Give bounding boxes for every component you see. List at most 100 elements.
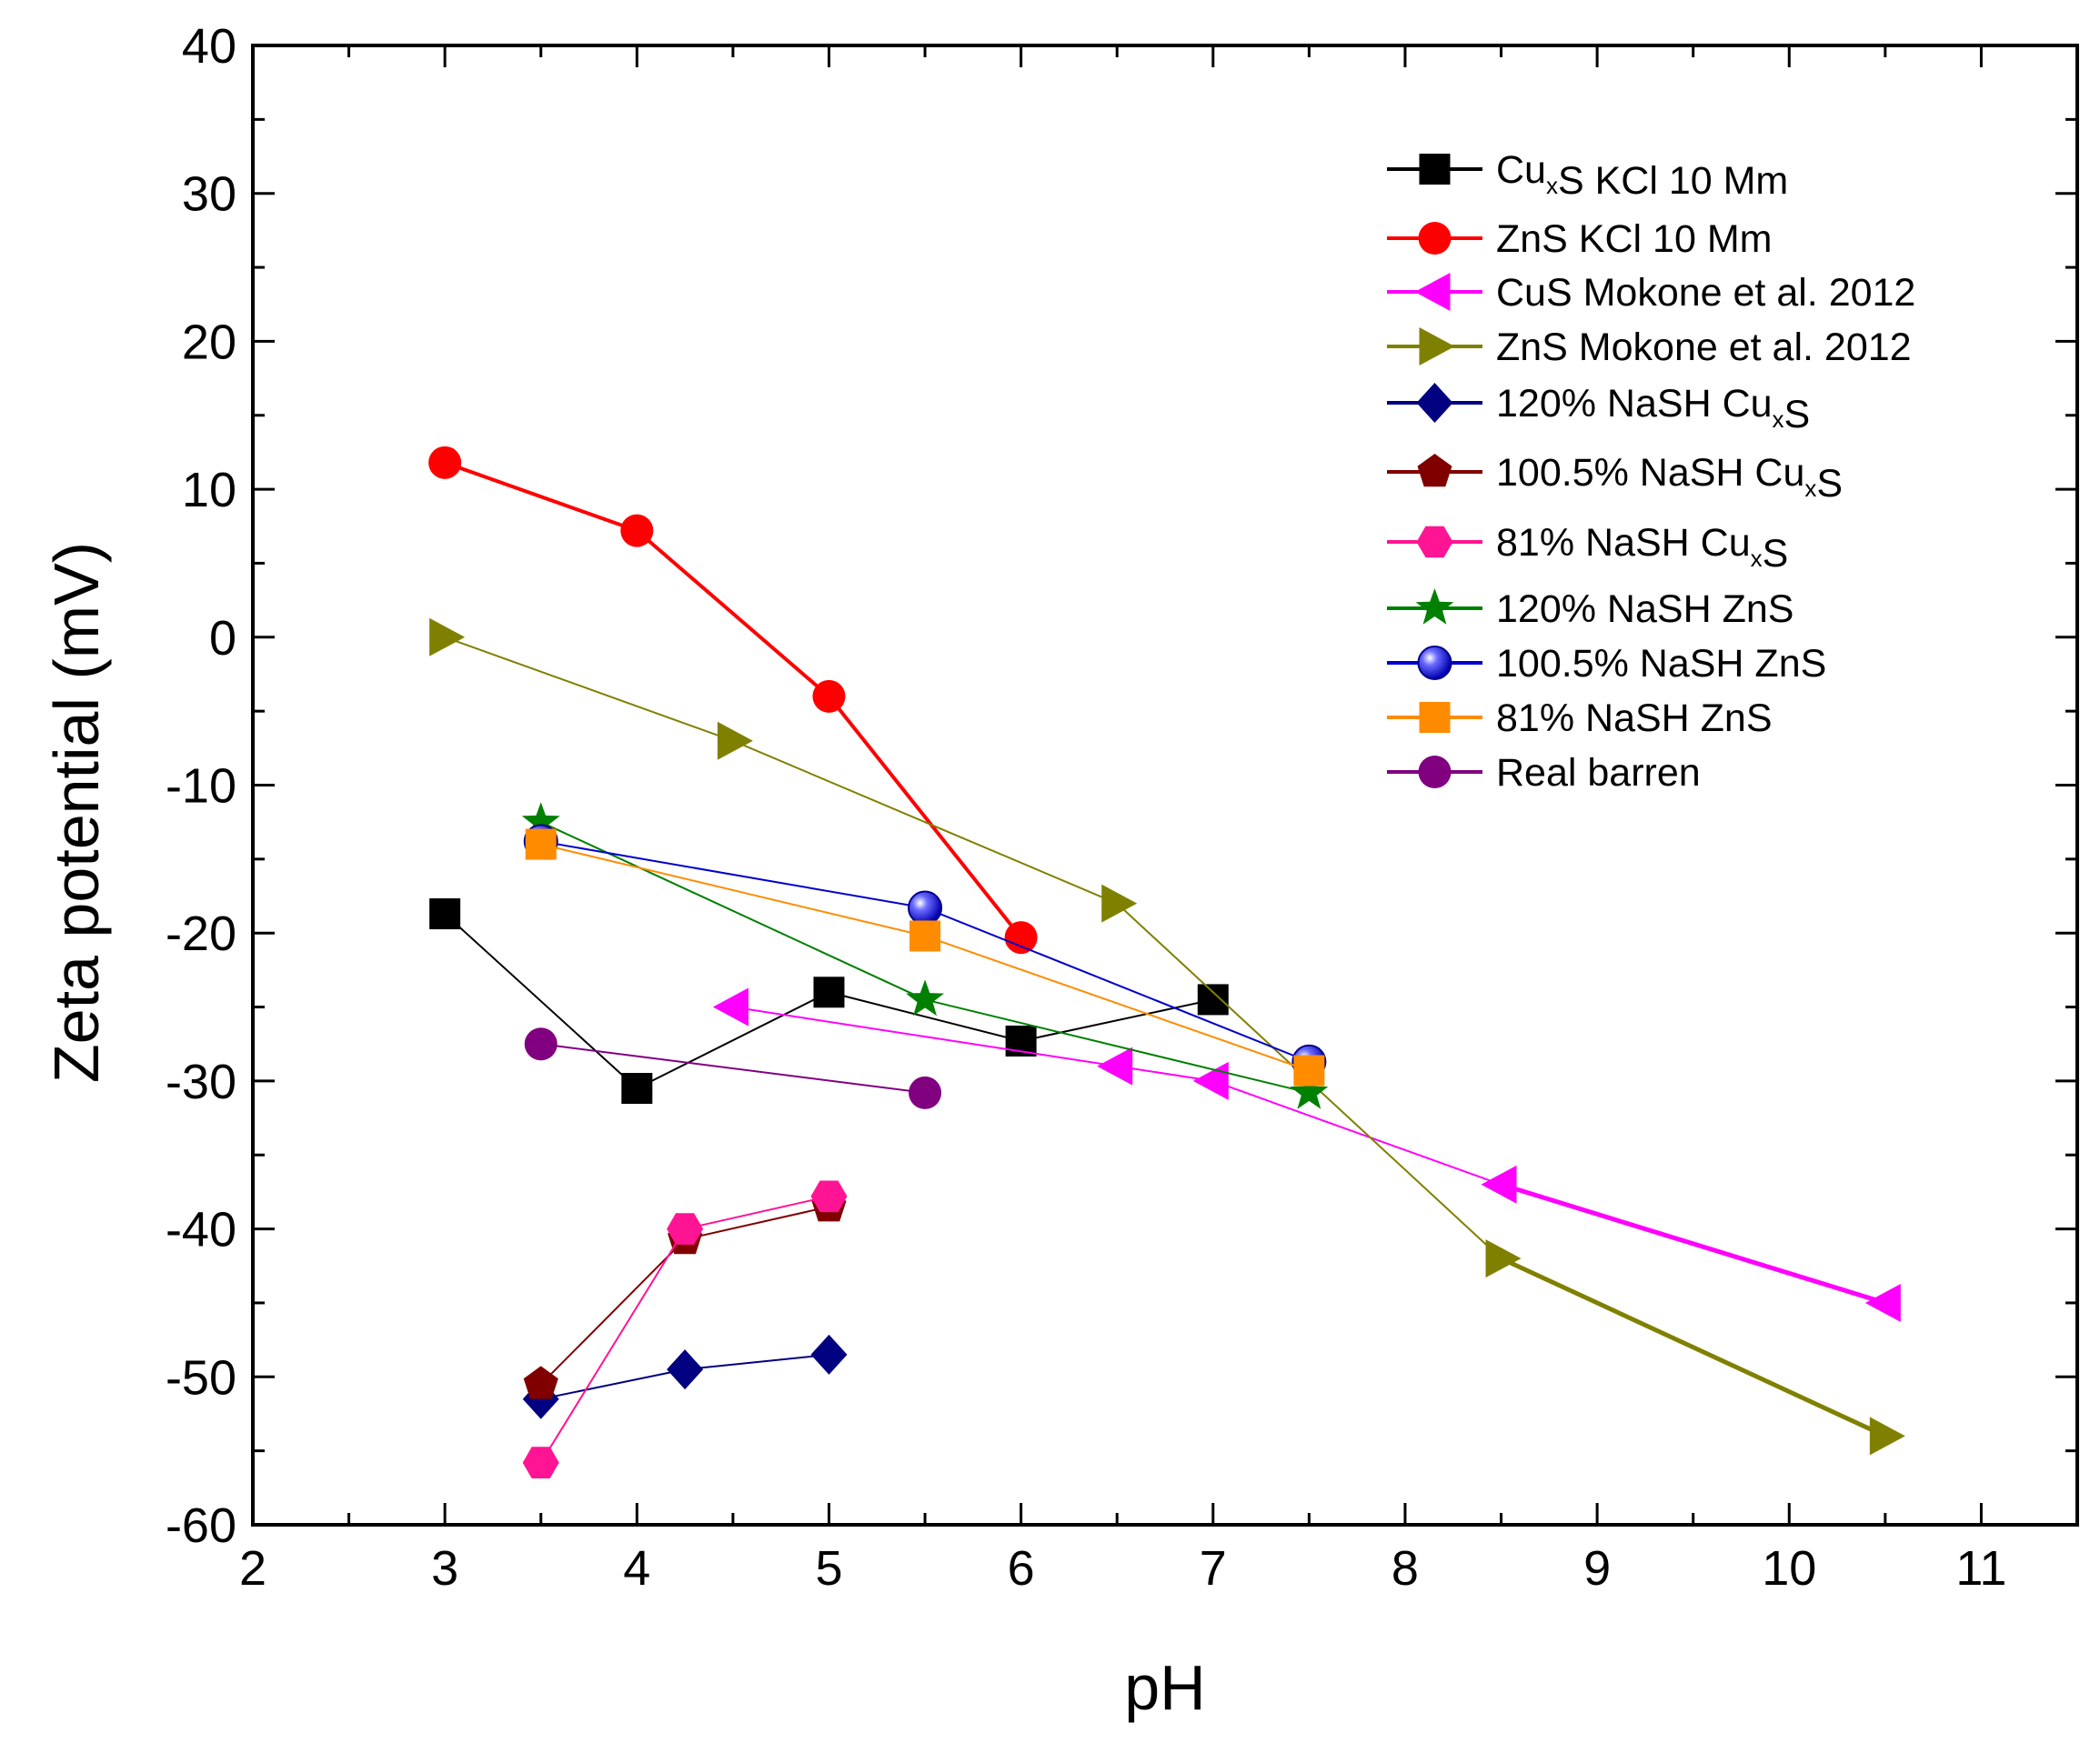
series-9 <box>523 824 1327 1079</box>
series-line <box>828 991 1022 1042</box>
data-point <box>906 979 944 1017</box>
legend-label: Real barren <box>1496 751 1701 795</box>
y-tick-label: -60 <box>166 1498 236 1553</box>
series-line <box>539 1237 687 1386</box>
legend-marker <box>1414 273 1451 311</box>
legend-item: 120% NaSH CuxS <box>1387 382 1810 436</box>
data-point <box>1485 1239 1522 1278</box>
y-axis-label: Zeta potential (mV) <box>41 542 112 1083</box>
series-line <box>684 1353 830 1371</box>
series-4 <box>429 617 1905 1456</box>
series-line <box>539 843 927 937</box>
data-point <box>909 920 941 952</box>
data-point <box>908 890 943 926</box>
x-tick-label: 11 <box>1955 1541 2006 1596</box>
series-line <box>444 913 638 1090</box>
series-line <box>539 1227 687 1464</box>
legend-marker <box>1417 454 1452 487</box>
data-point <box>1097 1047 1133 1086</box>
data-point <box>667 1213 704 1245</box>
data-point <box>1192 1061 1229 1100</box>
legend-marker <box>1415 588 1454 625</box>
legend-item: CuS Mokone et al. 2012 <box>1387 271 1915 315</box>
data-point <box>812 679 846 713</box>
legend-item: Real barren <box>1387 751 1701 795</box>
x-tick-label: 8 <box>1392 1541 1419 1596</box>
x-tick-label: 6 <box>1008 1541 1035 1596</box>
legend-marker <box>1418 756 1452 788</box>
data-point <box>712 987 749 1027</box>
y-tick-label: 30 <box>182 167 236 222</box>
legend-label: CuxS KCl 10 Mm <box>1496 148 1788 203</box>
series-line <box>539 1043 927 1094</box>
series-line <box>1116 1065 1214 1082</box>
y-tick-label: 0 <box>209 611 236 666</box>
data-point <box>1864 1283 1901 1322</box>
data-point <box>1004 921 1038 955</box>
legend-item: 120% NaSH ZnS <box>1387 587 1794 631</box>
data-point <box>1869 1417 1905 1456</box>
series-line <box>636 991 830 1090</box>
data-point <box>1481 1165 1517 1204</box>
legend-marker <box>1419 154 1451 185</box>
x-tick-label: 3 <box>431 1541 458 1596</box>
series-line <box>444 636 734 742</box>
data-point <box>429 898 461 930</box>
legend-label: 120% NaSH ZnS <box>1496 587 1794 631</box>
series-line <box>731 1006 1119 1067</box>
legend-marker <box>1416 526 1453 558</box>
legend-label: 120% NaSH CuxS <box>1496 382 1810 436</box>
x-tick-label: 10 <box>1762 1541 1816 1596</box>
series-line <box>1211 1079 1502 1186</box>
data-point <box>810 1334 848 1375</box>
series-line <box>539 1368 687 1400</box>
data-point <box>1197 984 1229 1016</box>
legend-label: ZnS KCl 10 Mm <box>1496 217 1772 261</box>
legend-item: ZnS KCl 10 Mm <box>1387 217 1772 261</box>
data-point <box>522 1447 559 1478</box>
plot-frame <box>251 44 2079 1527</box>
x-tick-label: 2 <box>239 1541 266 1596</box>
legend-label: 100.5% NaSH CuxS <box>1496 451 1843 506</box>
legend-marker <box>1419 327 1455 366</box>
y-tick-label: -50 <box>166 1350 236 1405</box>
data-point <box>667 1349 704 1390</box>
legend-marker <box>1418 222 1452 255</box>
y-tick-label: -10 <box>166 759 236 814</box>
legend-item: 81% NaSH ZnS <box>1387 696 1773 740</box>
y-tick-label: -40 <box>166 1203 236 1257</box>
series-1 <box>429 898 1229 1105</box>
series-3 <box>712 987 1901 1322</box>
legend-item: ZnS Mokone et al. 2012 <box>1387 326 1912 369</box>
y-tick-label: 10 <box>182 463 236 517</box>
legend-label: 100.5% NaSH ZnS <box>1496 642 1826 686</box>
y-tick-label: -20 <box>166 907 236 961</box>
data-point <box>1293 1055 1325 1087</box>
data-point <box>521 802 560 838</box>
legend-marker <box>1419 702 1451 733</box>
series-line <box>443 460 639 533</box>
x-tick-label: 7 <box>1200 1541 1227 1596</box>
data-point <box>1101 884 1138 923</box>
series-line <box>827 694 1023 940</box>
series-7 <box>522 1180 848 1478</box>
legend-item: 81% NaSH CuxS <box>1387 521 1788 576</box>
series-line <box>1499 1256 1888 1438</box>
data-point <box>810 1180 848 1213</box>
y-tick-label: -30 <box>166 1055 236 1109</box>
series-line <box>539 821 927 1001</box>
series-8 <box>521 802 1329 1109</box>
legend-label: 81% NaSH ZnS <box>1496 696 1773 740</box>
series-2 <box>428 446 1038 955</box>
series-line <box>924 907 1311 1063</box>
series-line <box>1020 998 1214 1042</box>
series-line <box>539 840 927 909</box>
x-tick-label: 5 <box>815 1541 842 1596</box>
data-point <box>717 721 753 760</box>
x-tick-label: 4 <box>623 1541 650 1596</box>
series-line <box>635 528 831 698</box>
series-line <box>1499 1182 1888 1306</box>
legend-label: 81% NaSH CuxS <box>1496 521 1788 576</box>
